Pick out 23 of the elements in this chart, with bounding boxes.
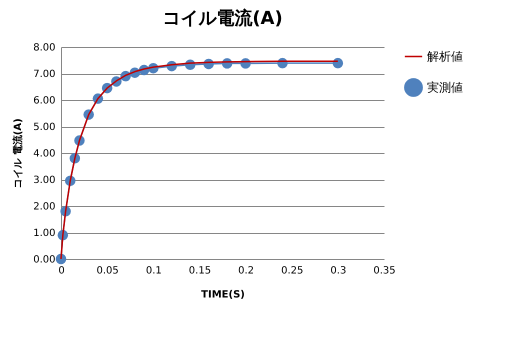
x-tick-label: 0.35 [373, 266, 396, 276]
y-tick-label: 5.00 [33, 122, 56, 133]
x-axis-title: TIME(S) [201, 290, 245, 300]
legend-label: 実測値 [427, 80, 463, 94]
y-tick-label: 7.00 [33, 69, 56, 80]
y-tick-label: 0.00 [33, 254, 56, 266]
x-tick-label: 0.05 [96, 266, 119, 276]
x-tick-label: 0.3 [330, 266, 346, 276]
y-tick-label: 1.00 [33, 228, 56, 239]
x-tick-label: 0.2 [238, 266, 254, 276]
y-tick-label: 4.00 [33, 148, 56, 160]
point [332, 58, 344, 68]
y-axis-title: コイル 電流(A) [12, 118, 24, 189]
y-tick-label: 8.00 [33, 42, 56, 54]
x-tick-label: 0 [58, 266, 65, 276]
x-tick-label: 0.1 [146, 266, 162, 276]
y-tick-label: 3.00 [33, 175, 56, 186]
y-tick-label: 6.00 [33, 96, 56, 106]
x-tick-label: 0.15 [188, 266, 212, 276]
legend-label: 解析値 [427, 50, 463, 64]
y-tick-label: 2.00 [33, 202, 56, 212]
x-tick-label: 0.25 [281, 266, 304, 276]
chart-title: コイル電流(A) [162, 8, 283, 29]
